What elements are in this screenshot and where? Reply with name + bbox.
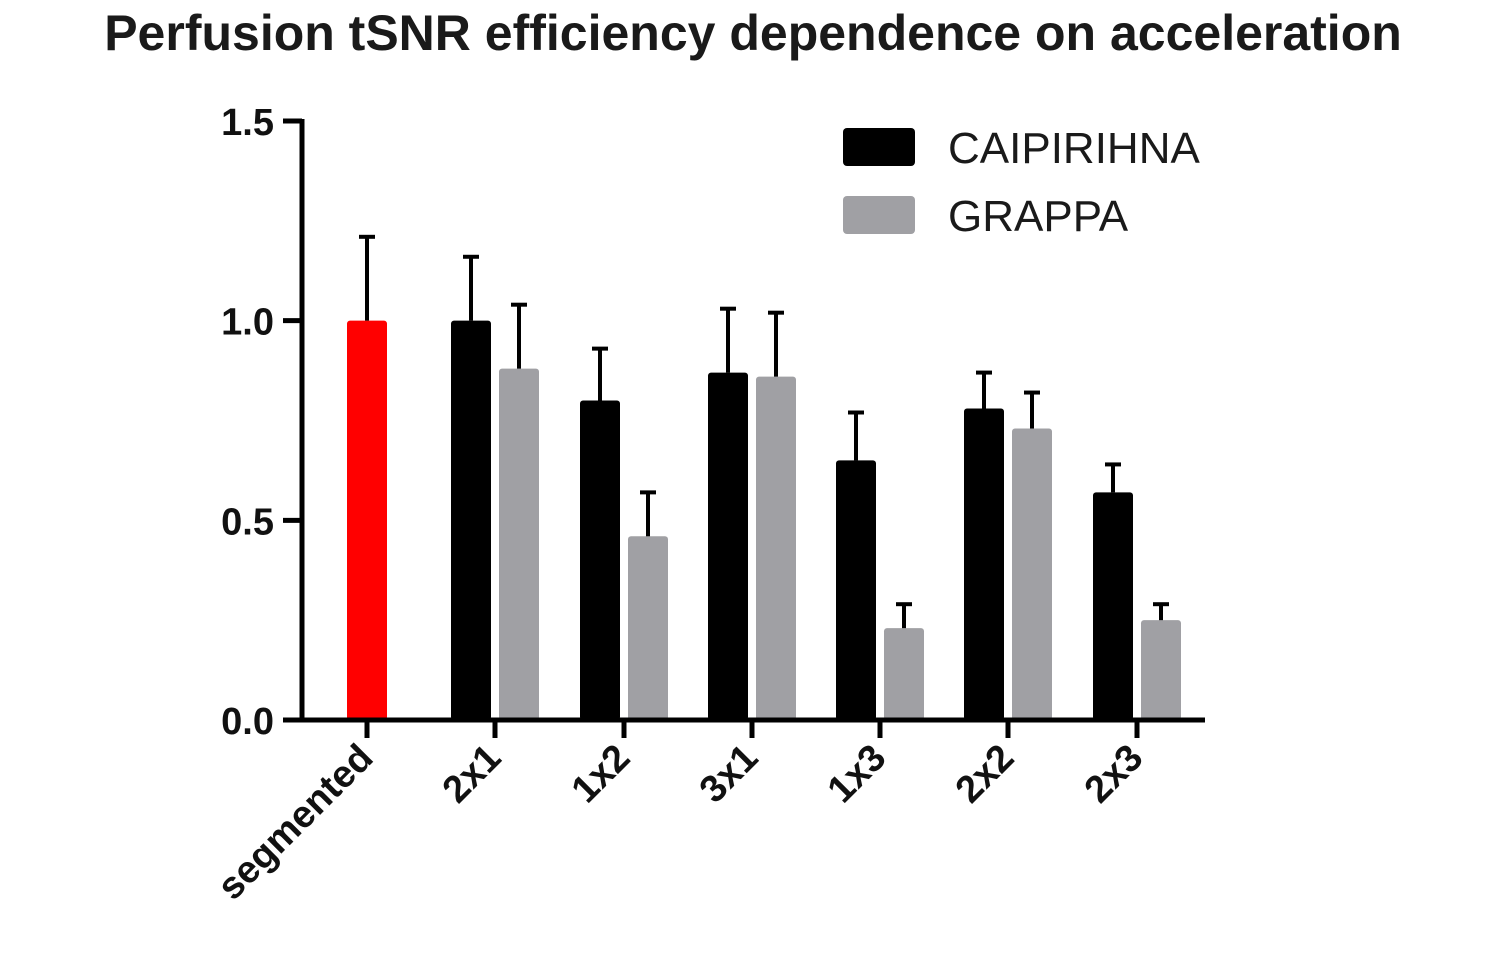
y-tick-label: 0.0: [221, 701, 274, 743]
y-tick-label: 1.5: [221, 102, 274, 144]
errorbar-caipirihna-2x1: [463, 254, 479, 321]
errorbar-caipirihna-3x1: [720, 306, 736, 373]
errorbar-grappa-2x2: [1024, 390, 1040, 429]
x-tick-label: 3x1: [692, 737, 767, 812]
bar-caipirihna-2x1: [451, 320, 491, 720]
legend: CAIPIRIHNA GRAPPA: [843, 124, 1200, 241]
legend-label-grappa: GRAPPA: [948, 192, 1129, 241]
x-tick-label: 2x2: [948, 737, 1023, 812]
chart-title: Perfusion tSNR efficiency dependence on …: [104, 5, 1402, 61]
errorbar-caipirihna-2x2: [976, 370, 992, 409]
y-tick-label: 1.0: [221, 302, 274, 344]
errorbars-layer: [359, 234, 1169, 629]
bar-grappa-1x3: [884, 628, 924, 720]
x-tick-label: segmented: [210, 737, 382, 909]
bar-grappa-2x1: [499, 368, 539, 720]
bar-grappa-3x1: [756, 376, 796, 720]
errorbar-grappa-1x2: [640, 490, 656, 537]
bar-grappa-2x2: [1012, 428, 1052, 720]
bar-caipirihna-1x3: [836, 460, 876, 720]
legend-swatch-grappa: [843, 196, 915, 234]
errorbar-grappa-1x3: [896, 602, 912, 629]
errorbar-grappa-3x1: [768, 310, 784, 377]
x-tick-label: 2x3: [1077, 737, 1152, 812]
x-tick-label: 2x1: [435, 737, 510, 812]
y-tick-label: 0.5: [221, 501, 274, 543]
x-tick-label: 1x3: [820, 737, 895, 812]
legend-label-caipirihna: CAIPIRIHNA: [948, 124, 1200, 173]
bar-caipirihna-2x3: [1093, 492, 1133, 720]
errorbar-grappa-2x1: [511, 302, 527, 369]
errorbar-caipirihna-2x3: [1105, 462, 1121, 493]
errorbar-grappa-2x3: [1153, 602, 1169, 621]
x-tick-label: 1x2: [564, 737, 639, 812]
bars-layer: [347, 320, 1181, 720]
x-ticks: segmented 2x1 1x2 3x1 1x3 2x2 2x3: [210, 720, 1152, 909]
errorbar-caipirihna-1x3: [848, 410, 864, 461]
bar-segmented: [347, 320, 387, 720]
bar-caipirihna-3x1: [708, 372, 748, 720]
legend-swatch-caipirihna: [843, 128, 915, 166]
bar-grappa-1x2: [628, 536, 668, 720]
bar-caipirihna-2x2: [964, 408, 1004, 720]
bar-grappa-2x3: [1141, 620, 1181, 720]
errorbar-segmented: [359, 234, 375, 321]
errorbar-caipirihna-1x2: [592, 346, 608, 401]
bar-caipirihna-1x2: [580, 400, 620, 720]
y-ticks: 0.0 0.5 1.0 1.5: [221, 102, 302, 743]
